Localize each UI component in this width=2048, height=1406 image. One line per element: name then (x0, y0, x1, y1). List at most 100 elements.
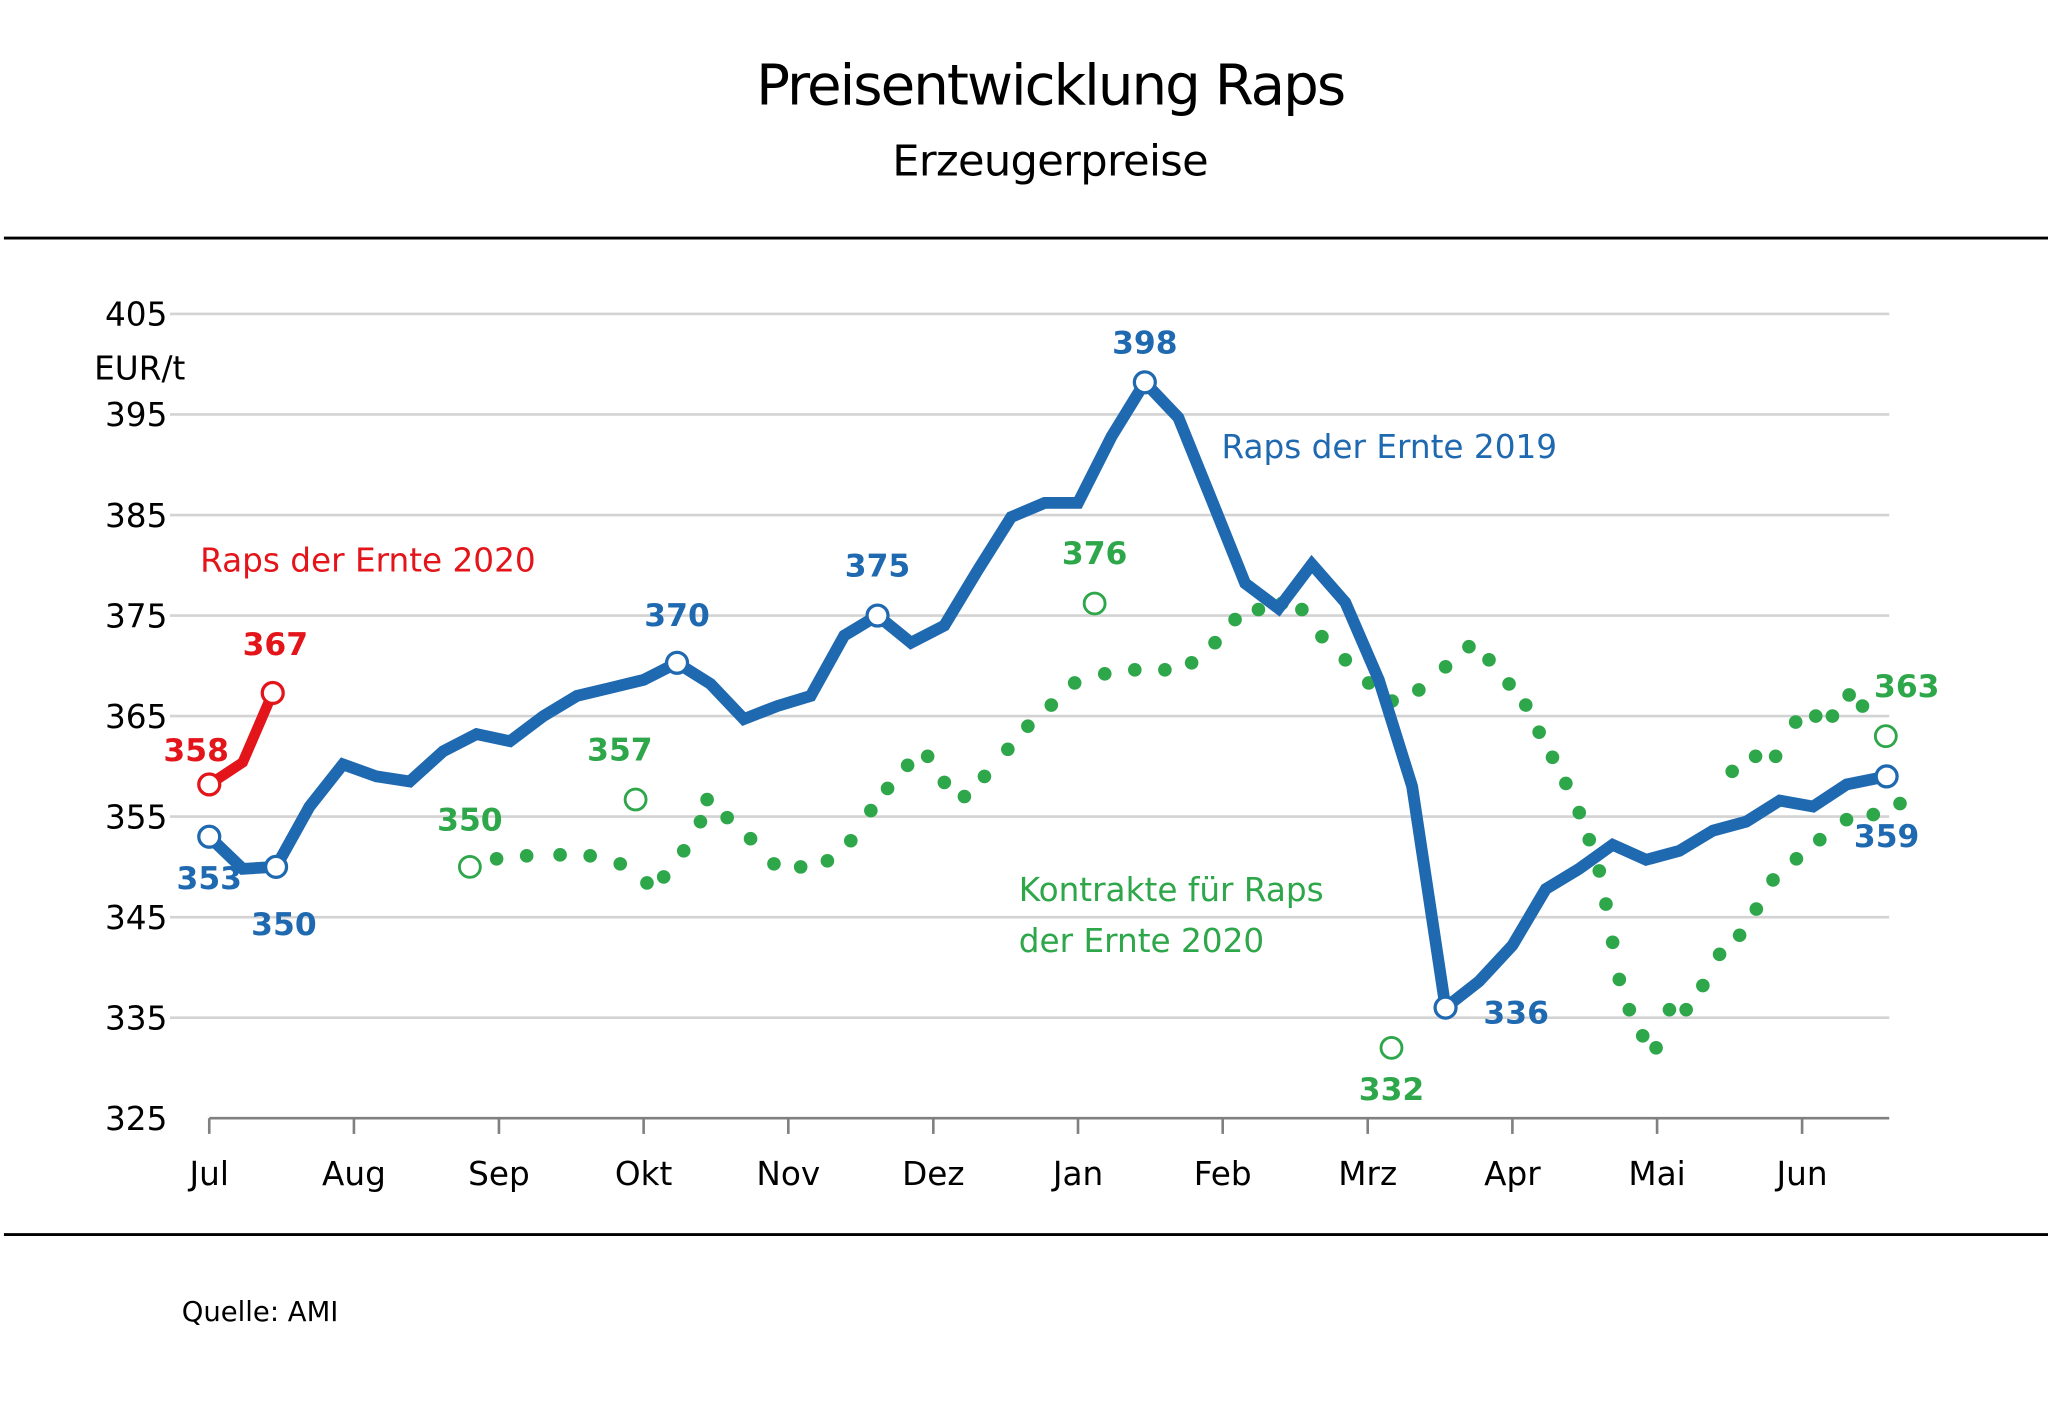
y-tick-label: 335 (105, 999, 167, 1037)
series-point (1813, 832, 1827, 847)
series-point (1612, 972, 1627, 987)
series-point (1839, 812, 1854, 827)
y-tick-label: 405 (105, 296, 167, 334)
x-tick-label: Mrz (1338, 1155, 1397, 1193)
labeled-point-marker (457, 854, 482, 879)
chart-title: Preisentwicklung Raps (756, 54, 1344, 119)
data-label: 358 (163, 733, 229, 769)
series-point (1592, 864, 1607, 878)
series-point (1361, 676, 1376, 690)
series-point (1825, 709, 1840, 723)
labeled-point-marker (1873, 724, 1898, 749)
labeled-point-marker (623, 787, 648, 812)
series-point (864, 803, 878, 818)
x-tick-label: Aug (322, 1155, 386, 1193)
x-tick-label: Dez (902, 1155, 964, 1193)
series-point (553, 848, 567, 862)
series-point (1582, 832, 1597, 847)
series-point (489, 852, 504, 866)
series-point (693, 814, 708, 829)
series-point (656, 870, 671, 884)
data-label: 359 (1854, 819, 1920, 855)
series-point (1518, 698, 1533, 712)
series-point (1866, 807, 1881, 822)
y-tick-labels: 405 395 385 375 365 355 345 335 325 (105, 296, 167, 1138)
series-point (1679, 1002, 1693, 1017)
series-point (767, 857, 781, 871)
series-line (205, 372, 1888, 1019)
series-point (743, 831, 758, 846)
labeled-point-marker (197, 772, 222, 797)
labeled-point-marker (1874, 764, 1899, 789)
series-point (613, 857, 628, 871)
series-kontrakte-2020 (489, 596, 1907, 1055)
x-tick-label: Jul (188, 1155, 229, 1193)
y-tick-label: 355 (105, 798, 167, 836)
series-point (1789, 852, 1804, 866)
series-point (1097, 667, 1112, 681)
series-ernte-2020 (206, 690, 278, 789)
data-label: 332 (1359, 1072, 1425, 1108)
x-tick-label: Mai (1628, 1155, 1685, 1193)
data-label: 336 (1483, 995, 1549, 1031)
x-tick-label: Apr (1484, 1155, 1541, 1193)
x-tick-label: Jan (1051, 1155, 1103, 1193)
y-axis-unit-label: EUR/t (94, 349, 185, 387)
legend-annotation-kontrakte-line1: Kontrakte für Raps (1019, 871, 1324, 909)
labeled-point-marker (1132, 370, 1157, 395)
data-label: 376 (1062, 536, 1128, 572)
series-point (1482, 652, 1496, 667)
labeled-point-marker (865, 603, 890, 628)
x-tick-label: Okt (615, 1155, 673, 1193)
labeled-point-marker (1082, 591, 1107, 616)
series-point (1696, 978, 1710, 993)
data-label: 398 (1112, 326, 1178, 362)
series-point (1768, 749, 1783, 764)
series-point (1599, 897, 1613, 911)
x-tick-label: Feb (1194, 1155, 1252, 1193)
series-point (937, 775, 952, 790)
series-point (519, 849, 534, 863)
series-point (1295, 602, 1309, 617)
series-point (583, 849, 597, 863)
series-point (880, 781, 895, 796)
series-point (820, 854, 835, 868)
y-tick-label: 385 (105, 497, 167, 535)
labeled-point-marker (1433, 995, 1458, 1020)
series-point (1067, 676, 1082, 690)
y-tick-label: 325 (105, 1100, 167, 1138)
legend-annotation-ernte-2019: Raps der Ernte 2019 (1221, 428, 1557, 466)
series-point (957, 789, 972, 804)
series-point (1662, 1002, 1677, 1017)
series-point (1749, 902, 1764, 916)
series-line (206, 690, 278, 789)
series-point (1044, 698, 1059, 712)
series-point (1766, 873, 1780, 887)
series-point (640, 876, 654, 890)
series-point (700, 792, 714, 807)
data-label: 375 (845, 548, 911, 584)
data-label: 370 (644, 598, 709, 634)
series-point (793, 860, 808, 874)
x-tick-label: Nov (756, 1155, 820, 1193)
series-point (1808, 709, 1823, 723)
y-tick-label: 395 (105, 396, 167, 434)
series-point (1158, 663, 1172, 677)
series-point (1001, 742, 1015, 757)
series-point (1635, 1028, 1650, 1043)
series-point (1502, 677, 1516, 691)
data-label: 363 (1874, 669, 1940, 705)
series-point (1128, 663, 1142, 677)
series-point (1572, 805, 1587, 820)
series-point (843, 833, 858, 848)
series-point (720, 810, 734, 825)
series-point (1622, 1002, 1637, 1017)
data-label: 350 (251, 907, 317, 943)
x-tick-label: Sep (468, 1155, 530, 1193)
series-point (977, 769, 992, 784)
series-point (1315, 629, 1329, 644)
series-point (920, 749, 935, 764)
y-tick-label: 345 (105, 899, 167, 937)
series-point (1228, 612, 1242, 627)
